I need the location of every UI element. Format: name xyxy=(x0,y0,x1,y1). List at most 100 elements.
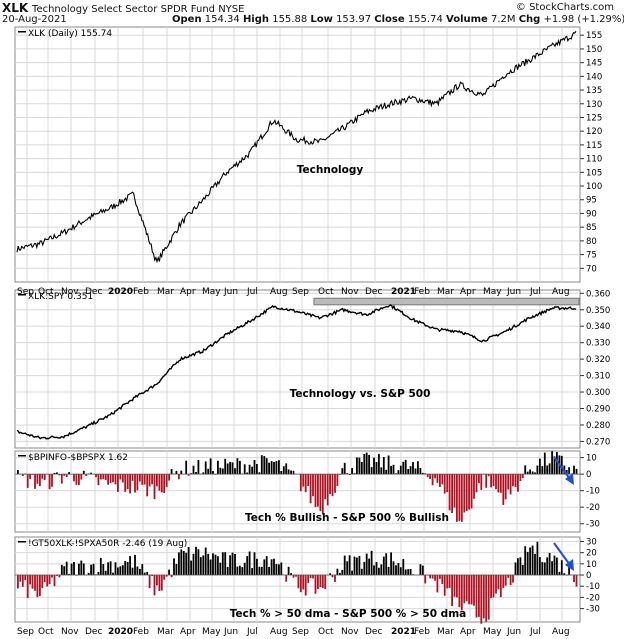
panel-3[interactable] xyxy=(14,450,584,533)
y-tick-label: 135 xyxy=(586,86,602,96)
histogram-bar xyxy=(373,565,375,575)
histogram-bar xyxy=(224,552,227,575)
x-tick-label: Dec xyxy=(365,287,382,297)
histogram-bar xyxy=(280,562,283,575)
histogram-bar xyxy=(195,472,197,475)
histogram-bar xyxy=(368,454,370,475)
histogram-bar xyxy=(456,575,458,598)
histogram-bar xyxy=(63,566,66,575)
histogram-bar xyxy=(321,474,324,515)
histogram-bar xyxy=(412,462,414,475)
histogram-bar xyxy=(309,575,312,579)
histogram-bar xyxy=(378,567,380,575)
histogram-bar xyxy=(278,460,280,475)
histogram-bar xyxy=(282,466,285,475)
histogram-bar xyxy=(409,466,412,475)
histogram-bar xyxy=(246,472,249,475)
histogram-bar xyxy=(507,575,510,578)
panel-4[interactable] xyxy=(14,536,584,624)
histogram-bar xyxy=(36,474,39,484)
histogram-bar xyxy=(258,566,261,575)
histogram-bar xyxy=(99,557,102,575)
x-tick-label: Oct xyxy=(38,627,54,637)
arrow-head-icon xyxy=(565,473,574,485)
histogram-bar xyxy=(48,474,51,490)
histogram-bar xyxy=(63,474,66,476)
histogram-bar xyxy=(287,469,290,475)
histogram-bar xyxy=(346,473,349,475)
histogram-bar xyxy=(502,575,505,588)
histogram-bar xyxy=(397,563,400,575)
histogram-bar xyxy=(380,467,383,475)
histogram-bar xyxy=(353,473,356,475)
histogram-bar xyxy=(536,465,539,475)
histogram-bar xyxy=(524,465,527,475)
volume-value: 7.2M xyxy=(491,14,516,25)
histogram-bar xyxy=(258,472,261,475)
histogram-bar xyxy=(443,474,446,494)
histogram-bar xyxy=(485,575,488,622)
histogram-bar xyxy=(480,575,483,624)
panel-frame xyxy=(14,536,581,623)
x-tick-label: Nov xyxy=(61,287,79,297)
legend-swatch xyxy=(18,541,26,543)
open-value: 154.34 xyxy=(204,14,240,25)
histogram-bar xyxy=(285,463,288,475)
histogram-bar xyxy=(560,560,563,575)
histogram-bar xyxy=(109,561,112,575)
histogram-bar xyxy=(441,474,444,485)
histogram-bar xyxy=(356,457,358,475)
histogram-bar xyxy=(163,575,166,580)
histogram-bar xyxy=(409,569,412,576)
y-tick-label: 90 xyxy=(586,209,597,219)
histogram-bar xyxy=(29,575,31,585)
y-tick-label: 20 xyxy=(586,549,597,559)
legend-swatch xyxy=(18,31,26,33)
histogram-bar xyxy=(473,474,475,499)
histogram-bar xyxy=(551,561,553,575)
histogram-bar xyxy=(324,474,327,500)
histogram-bar xyxy=(424,575,427,584)
histogram-bar xyxy=(468,575,470,605)
histogram-bar xyxy=(212,553,214,575)
histogram-bar xyxy=(478,575,480,617)
histogram-bar xyxy=(39,575,41,597)
histogram-bar xyxy=(502,474,505,505)
histogram-bar xyxy=(370,467,373,475)
histogram-bar xyxy=(139,568,141,575)
histogram-bar xyxy=(56,575,58,577)
histogram-bar xyxy=(239,460,241,475)
histogram-bar xyxy=(160,474,163,493)
histogram-bar xyxy=(251,466,253,475)
panel-1[interactable] xyxy=(14,26,584,283)
histogram-bar xyxy=(482,575,485,619)
x-tick-label: Feb xyxy=(133,627,149,637)
histogram-bar xyxy=(102,564,105,575)
x-tick-label: Jun xyxy=(223,287,238,297)
histogram-bar xyxy=(521,564,524,575)
histogram-bar xyxy=(65,474,68,477)
histogram-bar xyxy=(368,558,370,575)
histogram-bar xyxy=(119,566,122,576)
histogram-bar xyxy=(553,555,556,575)
histogram-bar xyxy=(390,465,392,475)
panel-2[interactable] xyxy=(14,289,584,449)
histogram-bar xyxy=(556,557,558,575)
histogram-bar xyxy=(126,474,129,490)
x-tick-label: Aug xyxy=(270,287,288,297)
histogram-bar xyxy=(124,561,127,575)
histogram-bar xyxy=(241,567,244,575)
histogram-bar xyxy=(290,470,292,475)
histogram-bar xyxy=(53,575,56,587)
histogram-bar xyxy=(312,474,314,497)
x-tick-label: May xyxy=(483,627,502,637)
watermark[interactable]: © StockCharts.com xyxy=(515,2,614,13)
histogram-bar xyxy=(348,474,351,475)
histogram-bar xyxy=(182,551,185,575)
histogram-bar xyxy=(153,474,156,500)
histogram-bar xyxy=(343,555,346,575)
x-tick-label: Oct xyxy=(38,287,54,297)
histogram-bar xyxy=(448,474,451,511)
histogram-bar xyxy=(546,557,549,575)
